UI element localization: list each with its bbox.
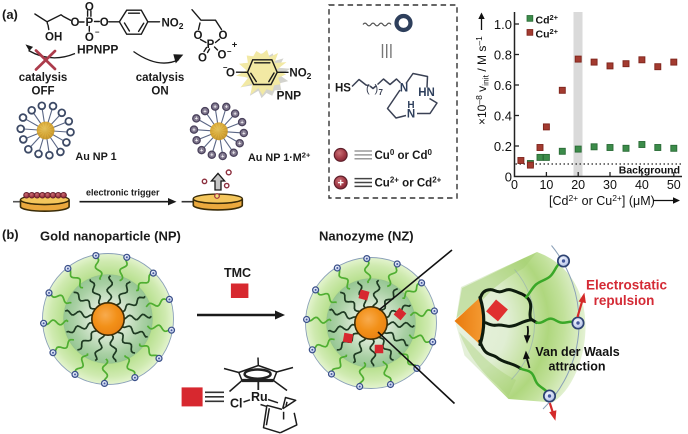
svg-text:0.4: 0.4 <box>494 109 512 124</box>
svg-text:+: + <box>232 39 238 50</box>
svg-text:Cu2+ or Cd2+: Cu2+ or Cd2+ <box>375 176 442 190</box>
svg-text:+: + <box>192 127 195 133</box>
svg-text:OFF: OFF <box>32 86 55 98</box>
svg-text:NO2: NO2 <box>289 68 311 82</box>
svg-text:catalysis: catalysis <box>19 72 68 84</box>
svg-text:PNP: PNP <box>277 89 302 103</box>
svg-text:Gold nanoparticle (NP): Gold nanoparticle (NP) <box>40 228 181 243</box>
svg-text:50: 50 <box>667 178 681 192</box>
svg-text:NO2: NO2 <box>162 17 184 31</box>
svg-text:O: O <box>85 32 94 44</box>
svg-text:+: + <box>200 148 203 154</box>
svg-text:+: + <box>221 154 224 160</box>
svg-text:Van der Waals: Van der Waals <box>535 345 619 359</box>
svg-text:HN: HN <box>418 87 435 99</box>
svg-text:Nanozyme (NZ): Nanozyme (NZ) <box>319 228 414 243</box>
svg-text:+: + <box>242 131 245 137</box>
svg-text:10: 10 <box>539 178 553 192</box>
svg-text:O: O <box>218 50 227 62</box>
svg-text:electronic trigger: electronic trigger <box>86 188 160 198</box>
svg-text:+: + <box>232 151 235 157</box>
svg-text:1.0: 1.0 <box>494 17 512 32</box>
svg-text:N: N <box>407 109 415 121</box>
svg-text:Background: Background <box>619 165 680 177</box>
svg-text:–: – <box>223 63 228 72</box>
svg-text:P: P <box>85 17 93 29</box>
svg-text:Electrostatic: Electrostatic <box>586 278 668 293</box>
svg-text:30: 30 <box>603 178 617 192</box>
svg-text:+: + <box>233 111 236 117</box>
svg-text:O: O <box>194 30 203 42</box>
svg-text:+: + <box>210 153 213 159</box>
svg-text:P: P <box>207 39 215 51</box>
svg-text:catalysis: catalysis <box>136 72 185 84</box>
svg-text:(: ( <box>366 83 370 95</box>
svg-text:O: O <box>85 2 94 14</box>
svg-text:+: + <box>203 109 206 115</box>
svg-text:Au NP 1·M2+: Au NP 1·M2+ <box>248 151 311 165</box>
svg-text:(b): (b) <box>2 227 19 242</box>
svg-text:–: – <box>227 47 232 56</box>
svg-text:repulsion: repulsion <box>594 293 655 308</box>
svg-text:–: – <box>95 28 100 37</box>
svg-text:Ru: Ru <box>251 390 268 404</box>
svg-text:+: + <box>195 116 198 122</box>
svg-text:0.6: 0.6 <box>494 78 512 93</box>
svg-text:): ) <box>375 83 379 95</box>
svg-text:+: + <box>225 105 228 111</box>
svg-text:+: + <box>240 120 243 126</box>
svg-text:+: + <box>213 104 216 110</box>
svg-text:HPNPP: HPNPP <box>77 43 118 57</box>
svg-text:Au NP 1: Au NP 1 <box>75 151 116 163</box>
svg-text:OH: OH <box>45 32 62 44</box>
svg-text:O: O <box>219 30 228 42</box>
svg-text:(a): (a) <box>2 7 18 22</box>
svg-text:0: 0 <box>505 170 512 185</box>
svg-text:0.2: 0.2 <box>494 139 512 154</box>
svg-text:+: + <box>238 141 241 147</box>
svg-text:O: O <box>71 17 80 29</box>
svg-text:O: O <box>226 68 235 80</box>
svg-text:ON: ON <box>151 86 168 98</box>
svg-text:0.8: 0.8 <box>494 48 512 63</box>
svg-text:+: + <box>337 177 343 189</box>
svg-text:O: O <box>100 17 109 29</box>
svg-text:attraction: attraction <box>549 360 606 374</box>
svg-text:Cl: Cl <box>230 397 243 411</box>
svg-text:[Cd2+ or Cu2+] (μM): [Cd2+ or Cu2+] (μM) <box>549 193 655 208</box>
svg-text:0: 0 <box>511 178 518 192</box>
svg-text:Cu0 or Cd0: Cu0 or Cd0 <box>375 148 433 162</box>
svg-text:N: N <box>400 83 408 95</box>
svg-text:H: H <box>407 100 414 111</box>
svg-text:20: 20 <box>571 178 585 192</box>
svg-text:+: + <box>195 138 198 144</box>
svg-text:TMC: TMC <box>224 266 251 280</box>
svg-text:HS: HS <box>335 83 351 95</box>
svg-text:7: 7 <box>379 88 384 97</box>
svg-text:40: 40 <box>635 178 649 192</box>
svg-text:O: O <box>198 53 207 65</box>
